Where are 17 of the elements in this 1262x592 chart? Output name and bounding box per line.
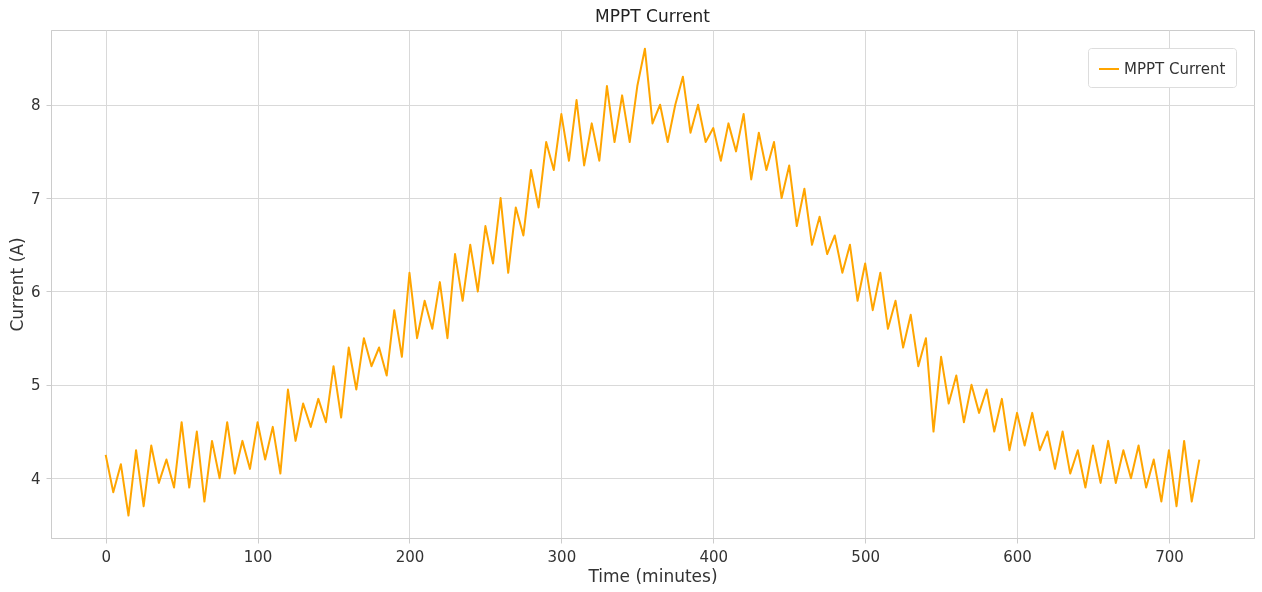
x-tick-label: 200 (395, 547, 425, 566)
x-tick-label: 500 (851, 547, 880, 566)
chart-title: MPPT Current (595, 6, 711, 26)
x-tick-label: 300 (547, 547, 577, 566)
x-tick-label: 0 (101, 547, 111, 566)
x-tick-label: 100 (243, 547, 273, 566)
y-tick-label: 7 (30, 189, 41, 208)
legend-label: MPPT Current (1124, 60, 1226, 78)
x-tick-label: 700 (1155, 547, 1184, 566)
y-tick-label: 5 (30, 376, 41, 395)
y-axis-title: Current (A) (6, 237, 27, 332)
x-tick-label: 600 (1003, 547, 1032, 566)
y-tick-label: 6 (30, 282, 41, 301)
x-axis-title: Time (minutes) (587, 565, 718, 586)
x-tick-label: 400 (699, 547, 729, 566)
y-tick-label: 8 (30, 96, 41, 115)
y-tick-label: 4 (30, 469, 41, 488)
